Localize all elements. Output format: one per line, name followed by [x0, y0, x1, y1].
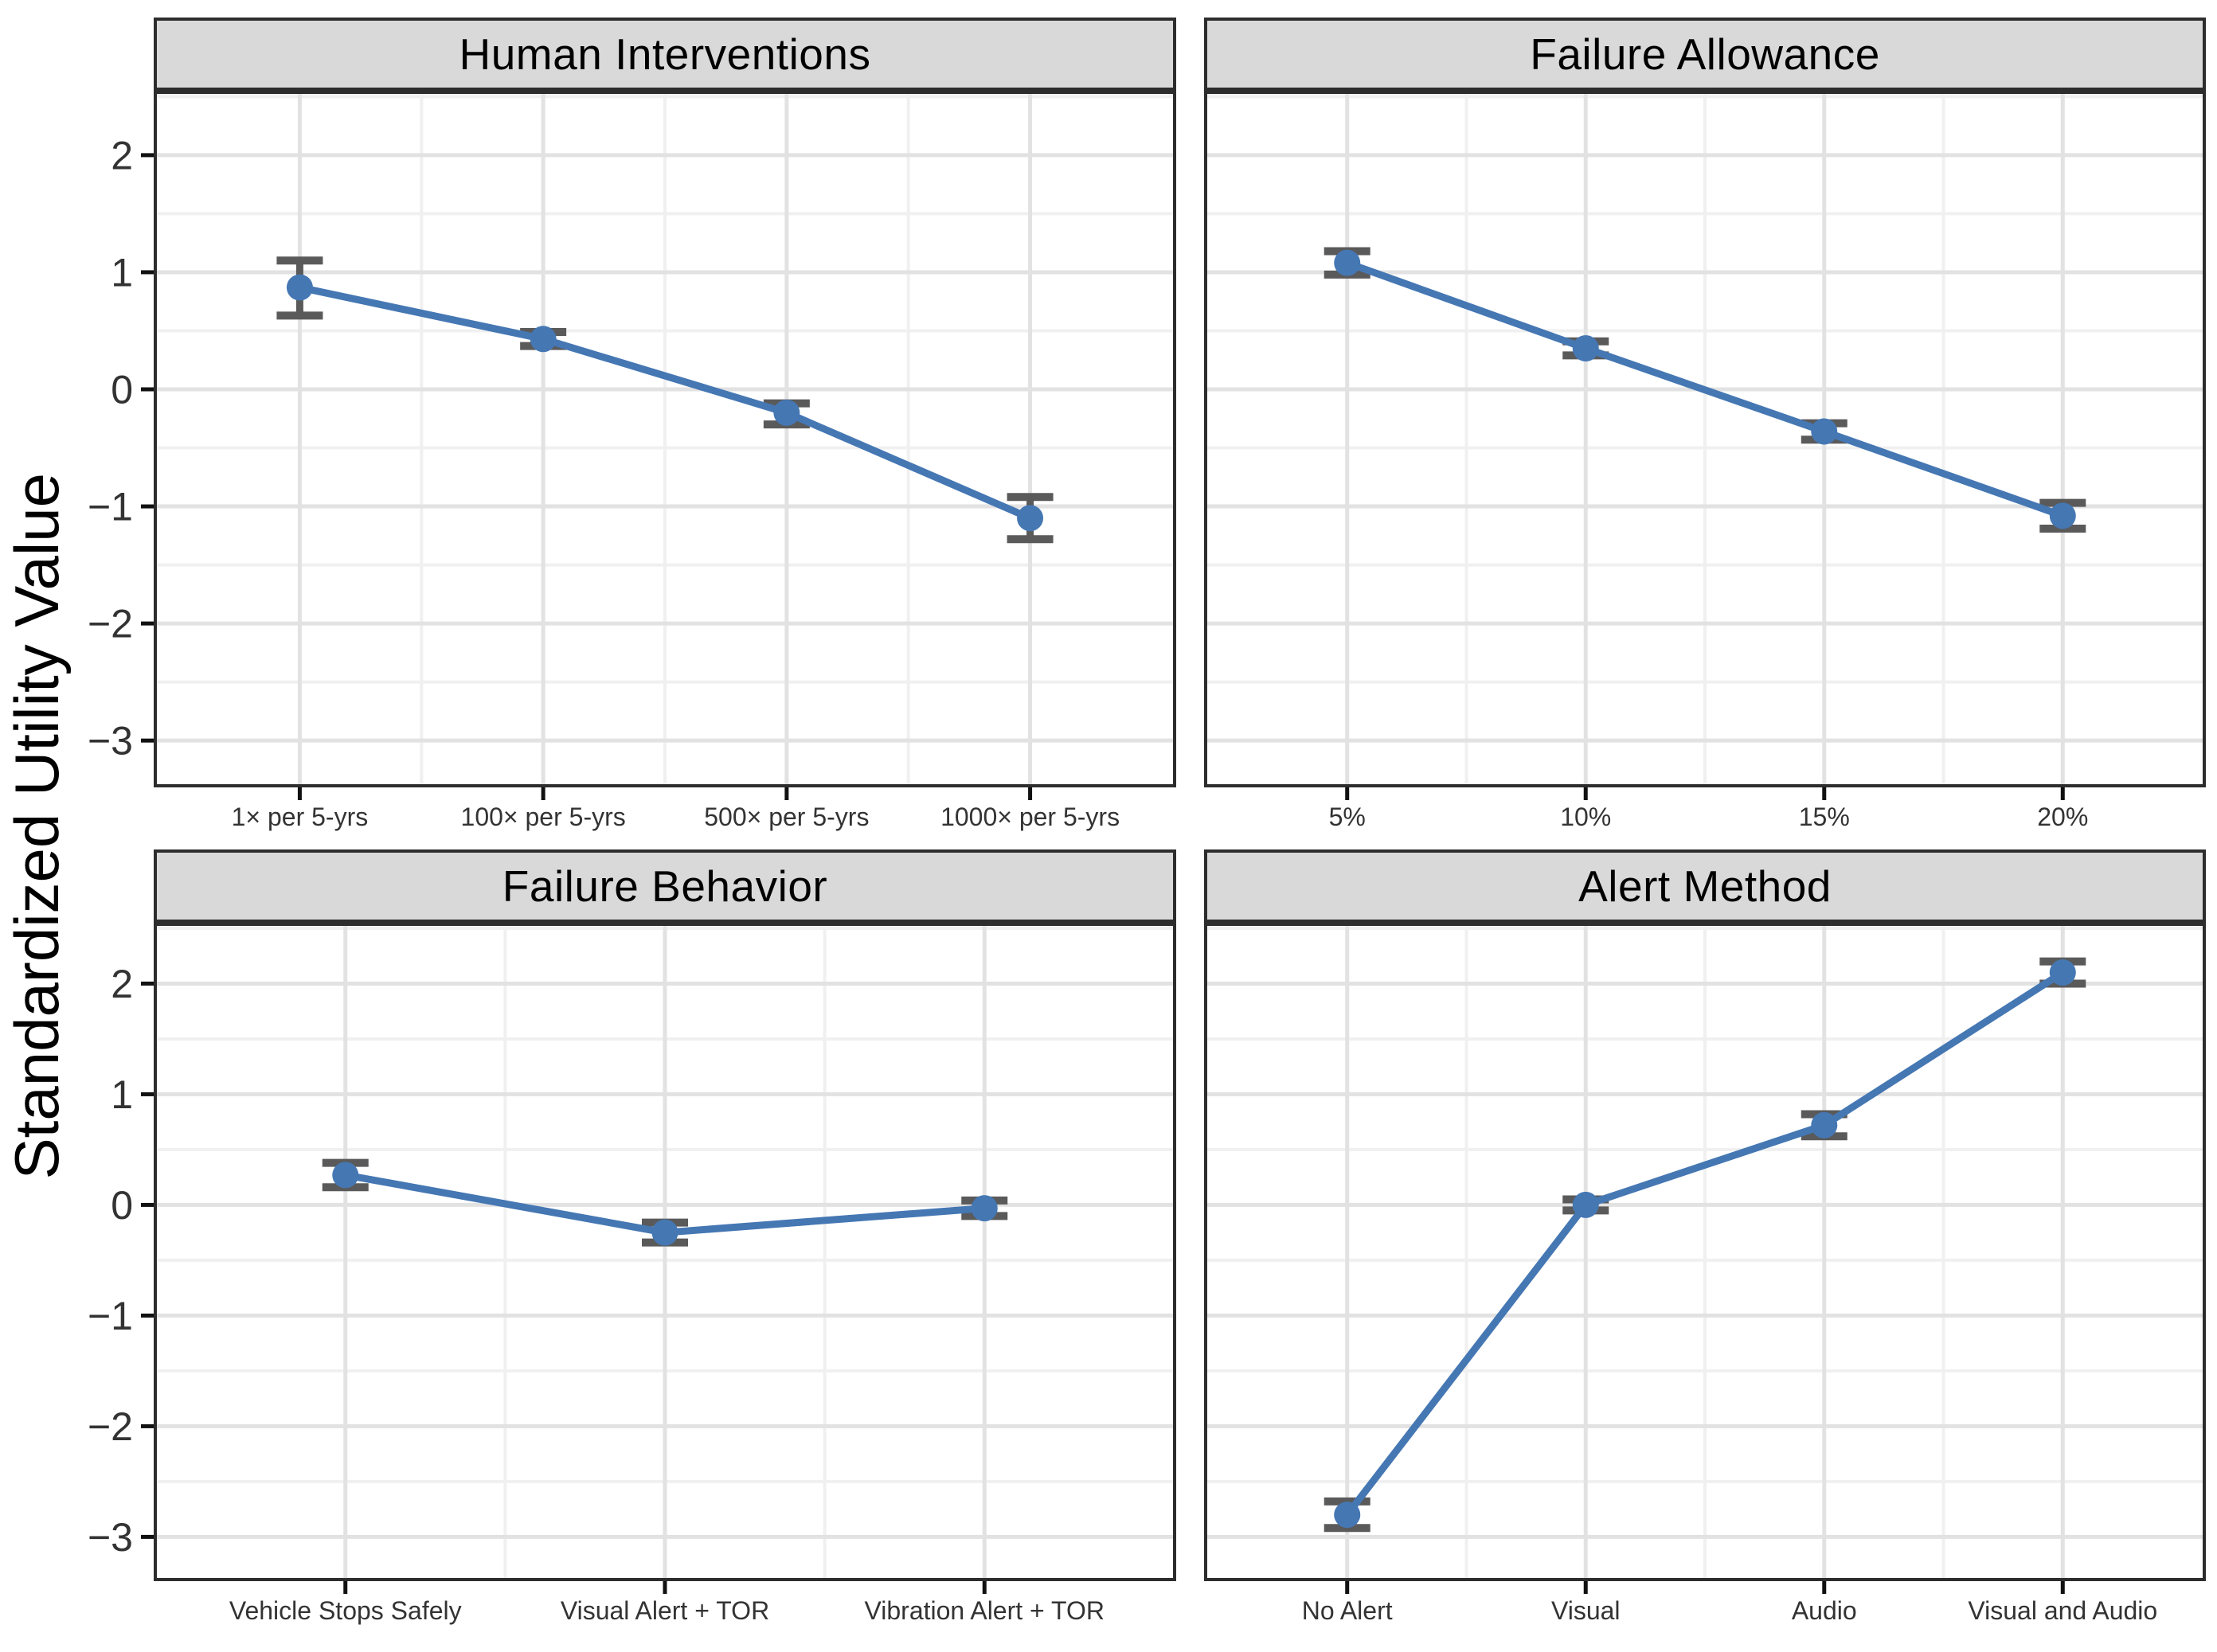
plot-area: Vehicle Stops Safely Visual Alert + TOR Vi… [88, 923, 1176, 1625]
x-tick-label: 20% [2037, 803, 2088, 831]
y-tick-label: −2 [88, 602, 133, 646]
facet-strip: Failure Allowance [1204, 18, 2206, 91]
series-line [295, 283, 1034, 522]
facet-title: Human Interventions [459, 29, 871, 79]
series-line [1343, 259, 2066, 520]
facet-title: Failure Allowance [1530, 29, 1880, 79]
y-tick-label: 1 [111, 250, 133, 295]
panel-failure-behavior: Failure Behavior Vehicle Stops Safely Visu… [72, 849, 1176, 1651]
y-tick-label: −1 [88, 1294, 133, 1338]
data-point [1017, 505, 1044, 532]
y-tick-label: 1 [111, 1072, 133, 1117]
y-tick-label: −3 [88, 719, 133, 764]
y-tick-label: 2 [111, 133, 133, 178]
facet-title: Alert Method [1578, 861, 1832, 911]
panel-failure-allowance: Failure Allowance 5% 10% 15% 20% [1204, 18, 2206, 837]
y-axis-title-text: Standardized Utility Value [1, 472, 72, 1180]
facet-strip: Human Interventions [154, 18, 1176, 91]
data-point [1572, 1191, 1599, 1218]
facet-title: Failure Behavior [502, 861, 828, 911]
x-tick-label: 15% [1799, 803, 1850, 831]
y-tick-label: −2 [88, 1404, 133, 1449]
y-tick-label: 0 [111, 1183, 133, 1228]
x-tick-label: No Alert [1302, 1596, 1393, 1625]
data-point [286, 274, 313, 301]
x-tick-label: 10% [1560, 803, 1611, 831]
data-point [651, 1219, 678, 1246]
panel-border [1204, 923, 2206, 1581]
data-point [773, 399, 800, 426]
plot-area: 1× per 5-yrs 100× per 5-yrs 500× per 5-yrs… [88, 91, 1176, 831]
y-tick-label: 2 [111, 962, 133, 1006]
data-point [1572, 335, 1599, 362]
plot-area: 5% 10% 15% 20% [1204, 91, 2206, 831]
data-point [332, 1162, 359, 1189]
panel-border [1204, 91, 2206, 787]
plot-area: No Alert Visual Audio Visual and Audio [1204, 923, 2206, 1625]
x-tick-label: Vehicle Stops Safely [229, 1596, 462, 1625]
data-point [1334, 1502, 1361, 1529]
x-tick-label: Visual [1551, 1596, 1621, 1625]
data-point [2049, 502, 2076, 529]
x-tick-label: Audio [1792, 1596, 1857, 1625]
data-point [1811, 1111, 1838, 1138]
panel-grid: Human Interventions 1× per 5-yrs 100× per … [72, 18, 2217, 1651]
facet-strip: Alert Method [1204, 849, 2206, 923]
panel-border [154, 923, 1176, 1581]
series-line [1343, 969, 2066, 1519]
y-tick-label: −3 [88, 1515, 133, 1560]
y-axis-title: Standardized Utility Value [0, 0, 73, 1652]
data-point [971, 1195, 998, 1222]
y-tick-label: −1 [88, 485, 133, 529]
x-tick-label: 100× per 5-yrs [461, 803, 626, 831]
panel-border [154, 91, 1176, 787]
data-point [1334, 249, 1361, 276]
x-tick-label: Vibration Alert + TOR [865, 1596, 1105, 1625]
x-tick-label: Visual and Audio [1968, 1596, 2157, 1625]
x-tick-label: 500× per 5-yrs [704, 803, 869, 831]
x-tick-label: 5% [1329, 803, 1366, 831]
data-point [1811, 418, 1838, 445]
y-tick-label: 0 [111, 368, 133, 412]
panel-alert-method: Alert Method No Alert Visual Audio Visual an… [1204, 849, 2206, 1651]
data-point [530, 326, 557, 353]
x-tick-label: 1000× per 5-yrs [940, 803, 1120, 831]
x-tick-label: 1× per 5-yrs [232, 803, 369, 831]
data-point [2049, 959, 2076, 986]
panel-human-interventions: Human Interventions 1× per 5-yrs 100× per … [72, 18, 1176, 837]
facet-strip: Failure Behavior [154, 849, 1176, 923]
x-tick-label: Visual Alert + TOR [561, 1596, 769, 1625]
